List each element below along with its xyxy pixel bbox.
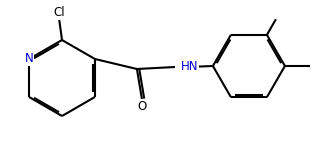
Text: Cl: Cl bbox=[53, 6, 65, 19]
Text: N: N bbox=[25, 52, 33, 66]
Text: O: O bbox=[137, 100, 147, 113]
Text: HN: HN bbox=[180, 60, 198, 72]
